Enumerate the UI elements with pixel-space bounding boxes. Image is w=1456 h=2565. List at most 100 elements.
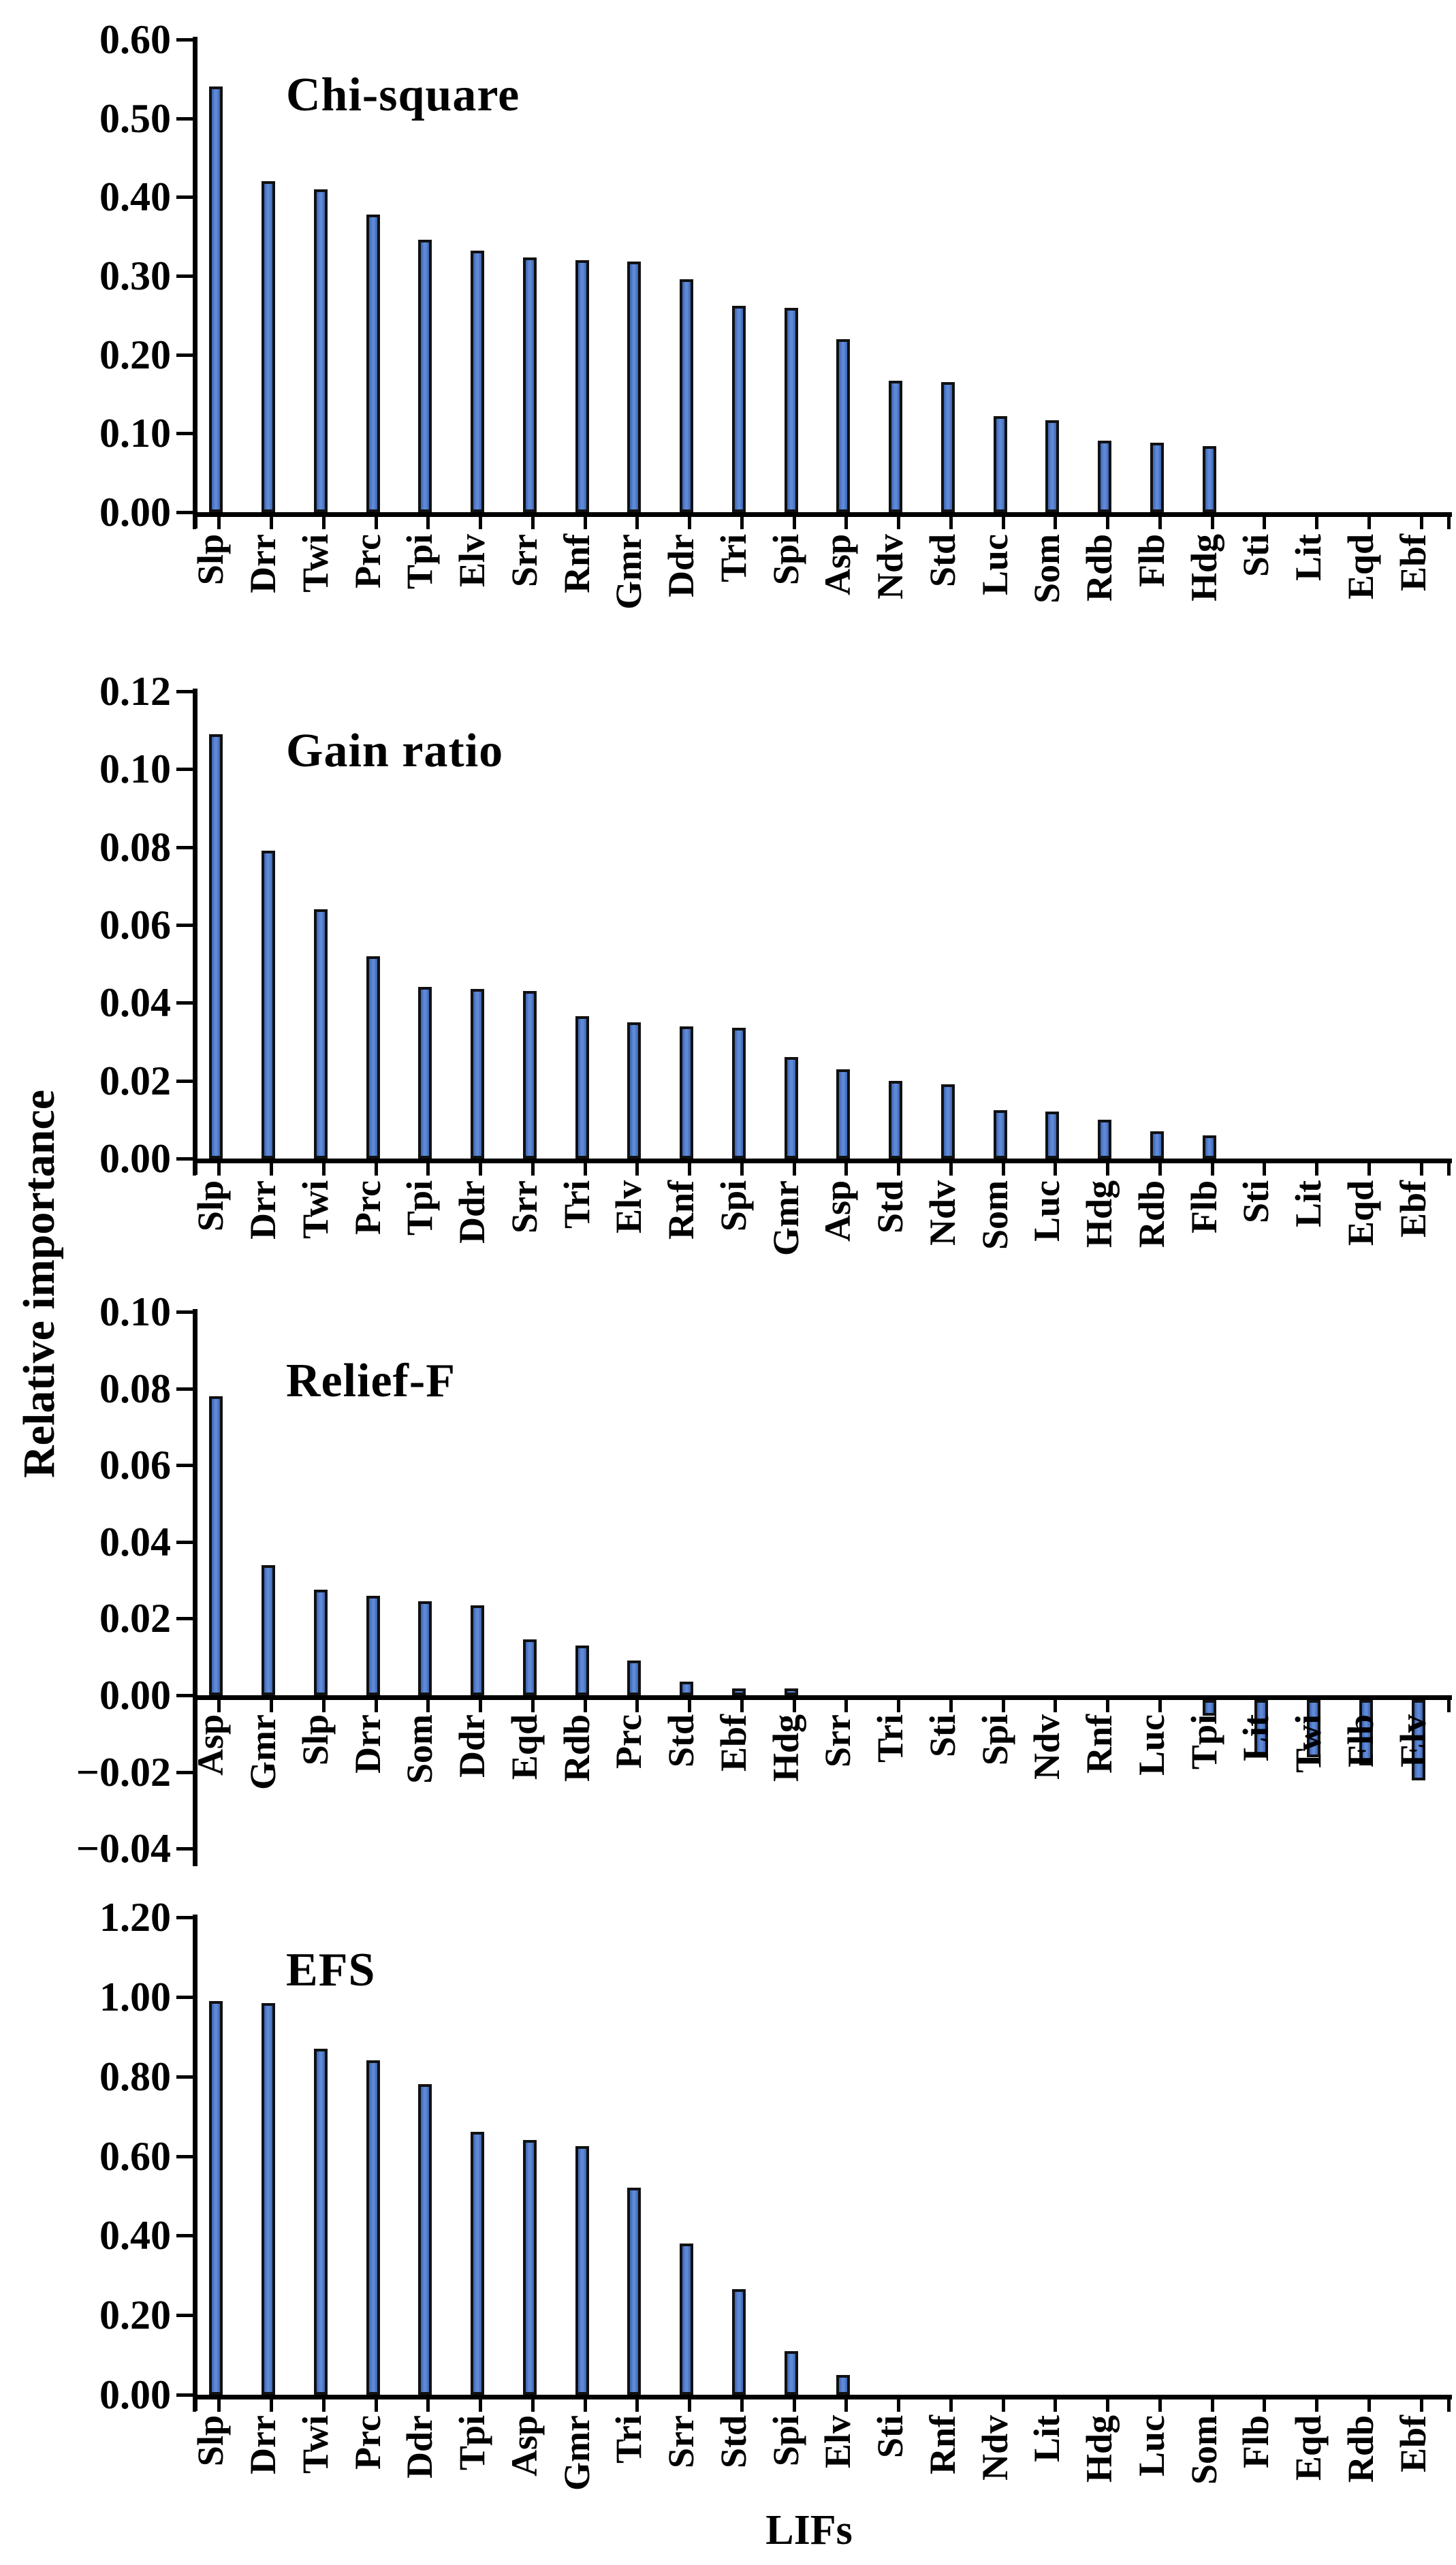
- y-tick-label: 0.80: [99, 2053, 171, 2099]
- bar-slp: [313, 1590, 328, 1695]
- bar-gmr: [784, 1057, 798, 1159]
- x-category-label: Elv: [608, 1180, 650, 1234]
- x-tick: [844, 517, 849, 529]
- x-tick: [635, 2399, 639, 2412]
- panel-title-gain-ratio: Gain ratio: [286, 725, 504, 777]
- x-category-label: Rdb: [1130, 1180, 1172, 1248]
- x-tick: [1001, 1163, 1005, 1176]
- x-category-label: Slp: [190, 2415, 232, 2467]
- x-category-label: Asp: [503, 2415, 545, 2477]
- x-category-label: Rdb: [1079, 534, 1120, 602]
- x-tick: [1106, 2399, 1110, 2412]
- x-category-label: Ddr: [452, 1180, 493, 1244]
- x-tick: [792, 2399, 796, 2412]
- x-category-label: Lit: [1288, 534, 1329, 582]
- y-tick: [176, 1001, 193, 1005]
- bar-drr: [366, 1596, 380, 1695]
- x-tick: [217, 2399, 221, 2412]
- y-tick: [176, 768, 193, 772]
- panel-title-relief-f: Relief-F: [286, 1355, 456, 1407]
- x-tick: [374, 2399, 378, 2412]
- bar-hdg: [1098, 1120, 1112, 1159]
- x-tick: [897, 1163, 901, 1176]
- x-tick: [897, 2399, 901, 2412]
- x-category-label: Ebf: [1392, 2415, 1434, 2473]
- x-tick: [1263, 517, 1267, 529]
- y-tick: [176, 38, 193, 42]
- x-tick: [321, 1700, 326, 1712]
- x-tick: [740, 2399, 744, 2412]
- x-category-label: Tpi: [452, 2415, 493, 2471]
- x-tick: [479, 1163, 483, 1176]
- bar-tpi: [418, 240, 432, 512]
- bar-std: [731, 2289, 746, 2395]
- x-category-label: Eqd: [1340, 1180, 1381, 1246]
- x-category-label: Luc: [974, 534, 1015, 596]
- bar-tpi: [471, 2132, 485, 2395]
- x-category-label: Eqd: [1340, 534, 1381, 600]
- bar-prc: [366, 215, 380, 512]
- y-tick-label: 0.40: [99, 2213, 171, 2259]
- x-category-label: Sti: [1235, 1180, 1277, 1224]
- bar-asp: [522, 2140, 537, 2395]
- x-category-label: Slp: [190, 1180, 232, 1232]
- x-tick: [740, 1163, 744, 1176]
- y-tick-label: 0.00: [99, 1136, 171, 1181]
- bar-som: [418, 1601, 432, 1695]
- x-category-label: Tpi: [1183, 1714, 1224, 1770]
- bar-flb: [1202, 1135, 1216, 1159]
- x-category-label: Gmr: [765, 1180, 806, 1256]
- x-category-label: Gmr: [242, 1714, 284, 1790]
- x-category-label: Ddr: [661, 534, 702, 597]
- x-category-label: Drr: [242, 534, 284, 593]
- y-tick: [176, 1464, 193, 1468]
- x-category-label: Prc: [608, 1714, 650, 1769]
- bar-elv: [1411, 1700, 1425, 1780]
- y-axis-line: [193, 1915, 197, 2411]
- x-tick: [583, 1700, 587, 1712]
- y-tick-label: 0.04: [99, 1519, 171, 1564]
- bar-ndv: [889, 381, 903, 512]
- x-tick: [635, 1163, 639, 1176]
- x-tick: [1315, 1163, 1319, 1176]
- x-tick: [426, 1163, 430, 1176]
- x-tick: [1263, 1163, 1267, 1176]
- x-tick: [1054, 1700, 1058, 1712]
- y-tick-label: 0.10: [99, 411, 171, 456]
- x-tick: [949, 517, 953, 529]
- x-category-label: Eqd: [503, 1714, 545, 1780]
- x-category-label: Drr: [242, 1180, 284, 1240]
- y-tick-label: 0.40: [99, 174, 171, 220]
- bar-eqd: [522, 1639, 537, 1695]
- x-category-label: Drr: [347, 1714, 388, 1774]
- x-axis-title: LIFs: [765, 2507, 853, 2553]
- x-tick: [1447, 1700, 1451, 1712]
- x-tick: [479, 2399, 483, 2412]
- bar-tri: [731, 306, 746, 512]
- y-tick-label: 0.20: [99, 332, 171, 377]
- x-category-label: Rdb: [556, 1714, 597, 1782]
- y-tick: [176, 690, 193, 693]
- y-tick: [176, 1916, 193, 1919]
- x-tick: [1054, 2399, 1058, 2412]
- bar-spi: [784, 308, 798, 512]
- x-tick: [1447, 2399, 1451, 2412]
- x-tick: [1106, 1163, 1110, 1176]
- x-category-label: Flb: [1183, 1180, 1224, 1234]
- x-tick: [426, 2399, 430, 2412]
- y-tick-label: 1.00: [99, 1974, 171, 2019]
- bar-gmr: [262, 1565, 276, 1695]
- x-tick: [897, 1700, 901, 1712]
- x-category-label: Ndv: [870, 534, 911, 600]
- x-tick: [1447, 1163, 1451, 1176]
- x-category-label: Drr: [242, 2415, 284, 2474]
- y-tick: [176, 1540, 193, 1544]
- bar-srr: [522, 257, 537, 512]
- y-tick-label: 0.02: [99, 1058, 171, 1103]
- x-tick: [949, 1163, 953, 1176]
- bar-luc: [993, 416, 1007, 512]
- x-tick: [949, 1700, 953, 1712]
- x-tick: [479, 1700, 483, 1712]
- x-category-label: Srr: [817, 1714, 859, 1767]
- x-category-label: Spi: [765, 2415, 806, 2467]
